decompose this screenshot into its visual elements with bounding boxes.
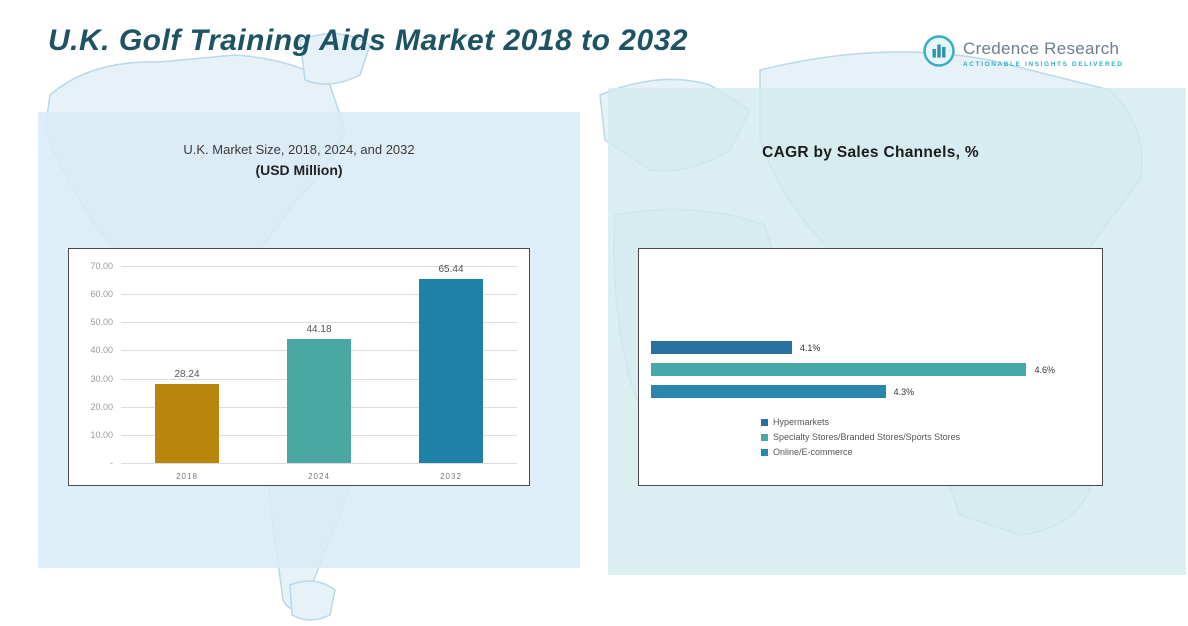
- legend-swatch: [761, 418, 768, 426]
- uk-bars: 28.24 44.18 65.44: [121, 263, 517, 463]
- legend-item: Hypermarkets: [761, 417, 960, 427]
- bar: [287, 338, 351, 463]
- x-tick-label: 2024: [308, 472, 330, 481]
- bar-column-2018: 28.24: [121, 266, 253, 463]
- y-tick-label: 50.00: [90, 317, 113, 328]
- bar: [419, 278, 483, 463]
- uk-y-axis: 70.00 60.00 50.00 40.00 30.00 20.00 10.00 -: [73, 261, 115, 468]
- hbar-row: 4.6%: [651, 363, 1055, 376]
- hbar-row: 4.1%: [651, 341, 1050, 354]
- logo-brand-name: Credence Research: [963, 39, 1120, 58]
- market-size-title-line1: U.K. Market Size, 2018, 2024, and 2032: [183, 142, 415, 157]
- company-logo: Credence Research Actionable Insights De…: [922, 34, 1124, 73]
- cagr-chart-title: CAGR by Sales Channels, %: [762, 144, 979, 161]
- y-tick-label: 20.00: [90, 401, 113, 412]
- gridline: [121, 266, 517, 267]
- x-tick-label: 2018: [176, 472, 198, 481]
- legend-item: Online/E-commerce: [761, 447, 960, 457]
- map-south-tip: [289, 580, 336, 621]
- bar-value-label: 28.24: [174, 368, 200, 380]
- legend-label: Specialty Stores/Branded Stores/Sports S…: [773, 432, 961, 442]
- legend-swatch: [761, 448, 768, 456]
- bar: [155, 383, 219, 463]
- y-tick-label: 70.00: [90, 261, 113, 271]
- map-greenland: [299, 32, 371, 85]
- legend-label: Online/E-commerce: [773, 447, 853, 457]
- hbar: [651, 341, 792, 354]
- cagr-panel: CAGR by Sales Channels, % 4.1% 4.6% 4.3% H…: [608, 88, 1186, 575]
- gridline: [121, 463, 517, 464]
- hbar-value-label: 4.6%: [1034, 364, 1055, 375]
- bar-value-label: 65.44: [438, 263, 464, 275]
- bar-column-2024: 44.18: [253, 266, 385, 463]
- y-tick-label: 60.00: [90, 289, 113, 300]
- legend-label: Hypermarkets: [773, 417, 830, 427]
- gridline: [121, 322, 517, 324]
- hbar-value-label: 4.1%: [799, 342, 821, 353]
- uk-x-axis: 2018 2024 2032: [121, 472, 517, 481]
- logo-tagline: Actionable Insights Delivered: [963, 61, 1124, 68]
- logo-chart-icon: [922, 34, 956, 73]
- legend-swatch: [761, 433, 768, 441]
- x-tick-label: 2032: [440, 472, 462, 481]
- market-size-panel: U.K. Market Size, 2018, 2024, and 2032 (…: [38, 112, 580, 568]
- cagr-legend: Hypermarkets Specialty Stores/Branded Sto…: [761, 417, 960, 457]
- gridline: [121, 294, 517, 296]
- bar-value-label: 44.18: [306, 323, 332, 335]
- cagr-bars: 4.1% 4.6% 4.3%: [651, 341, 1055, 407]
- market-size-title-line2: (USD Million): [255, 162, 343, 178]
- y-tick-label: -: [110, 458, 113, 468]
- bar-column-2032: 65.44: [385, 263, 517, 463]
- legend-item: Specialty Stores/Branded Stores/Sports S…: [761, 432, 960, 442]
- hbar: [651, 363, 1027, 376]
- hbar: [651, 385, 886, 398]
- page-title: U.K. Golf Training Aids Market 2018 to 2…: [48, 24, 689, 57]
- uk-plot-area: 28.24 44.18 65.44: [121, 263, 517, 464]
- hbar-row: 4.3%: [651, 385, 1050, 398]
- market-size-chart-title: U.K. Market Size, 2018, 2024, and 2032 (…: [68, 142, 530, 178]
- cagr-chart: 4.1% 4.6% 4.3% Hypermarkets Specialty Store…: [638, 248, 1103, 486]
- hbar-value-label: 4.3%: [893, 386, 915, 397]
- y-tick-label: 30.00: [90, 373, 113, 384]
- market-size-chart: 70.00 60.00 50.00 40.00 30.00 20.00 10.00 - 28.…: [68, 248, 530, 486]
- y-tick-label: 40.00: [90, 345, 113, 356]
- y-tick-label: 10.00: [90, 429, 113, 440]
